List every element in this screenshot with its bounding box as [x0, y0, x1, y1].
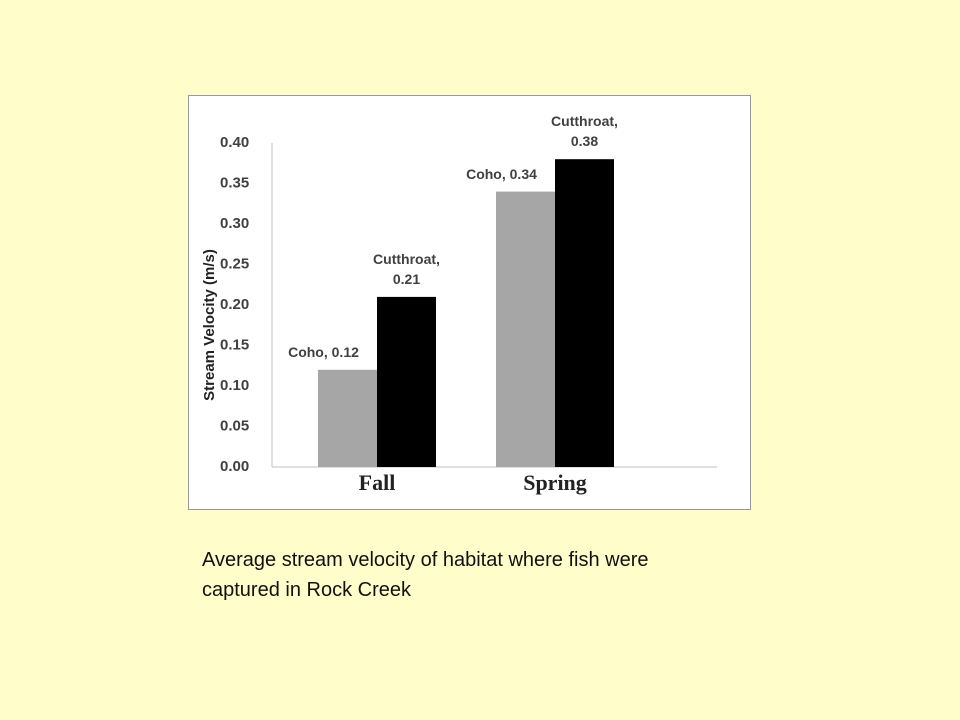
value-label: Cutthroat, 0.38: [551, 113, 618, 150]
bar: [555, 159, 614, 467]
chart-frame: [188, 95, 751, 510]
x-tick-label: Spring: [523, 470, 587, 495]
y-axis-title: Stream Velocity (m/s): [201, 249, 218, 401]
bar: [377, 296, 436, 467]
value-label: Coho, 0.12: [288, 343, 359, 360]
y-tick-label: 0.00: [220, 458, 249, 475]
y-tick-label: 0.15: [220, 336, 249, 353]
y-tick-label: 0.40: [220, 134, 249, 151]
x-tick-label: Fall: [359, 470, 396, 495]
value-label: Cutthroat, 0.21: [373, 250, 440, 287]
y-tick-label: 0.35: [220, 174, 249, 191]
y-tick-label: 0.30: [220, 215, 249, 232]
y-tick-label: 0.05: [220, 417, 249, 434]
bar: [318, 369, 377, 467]
caption: Average stream velocity of habitat where…: [202, 549, 649, 601]
bar: [496, 191, 555, 467]
y-tick-label: 0.25: [220, 255, 249, 272]
y-tick-label: 0.20: [220, 296, 249, 313]
y-tick-label: 0.10: [220, 377, 249, 394]
value-label: Coho, 0.34: [466, 165, 537, 182]
